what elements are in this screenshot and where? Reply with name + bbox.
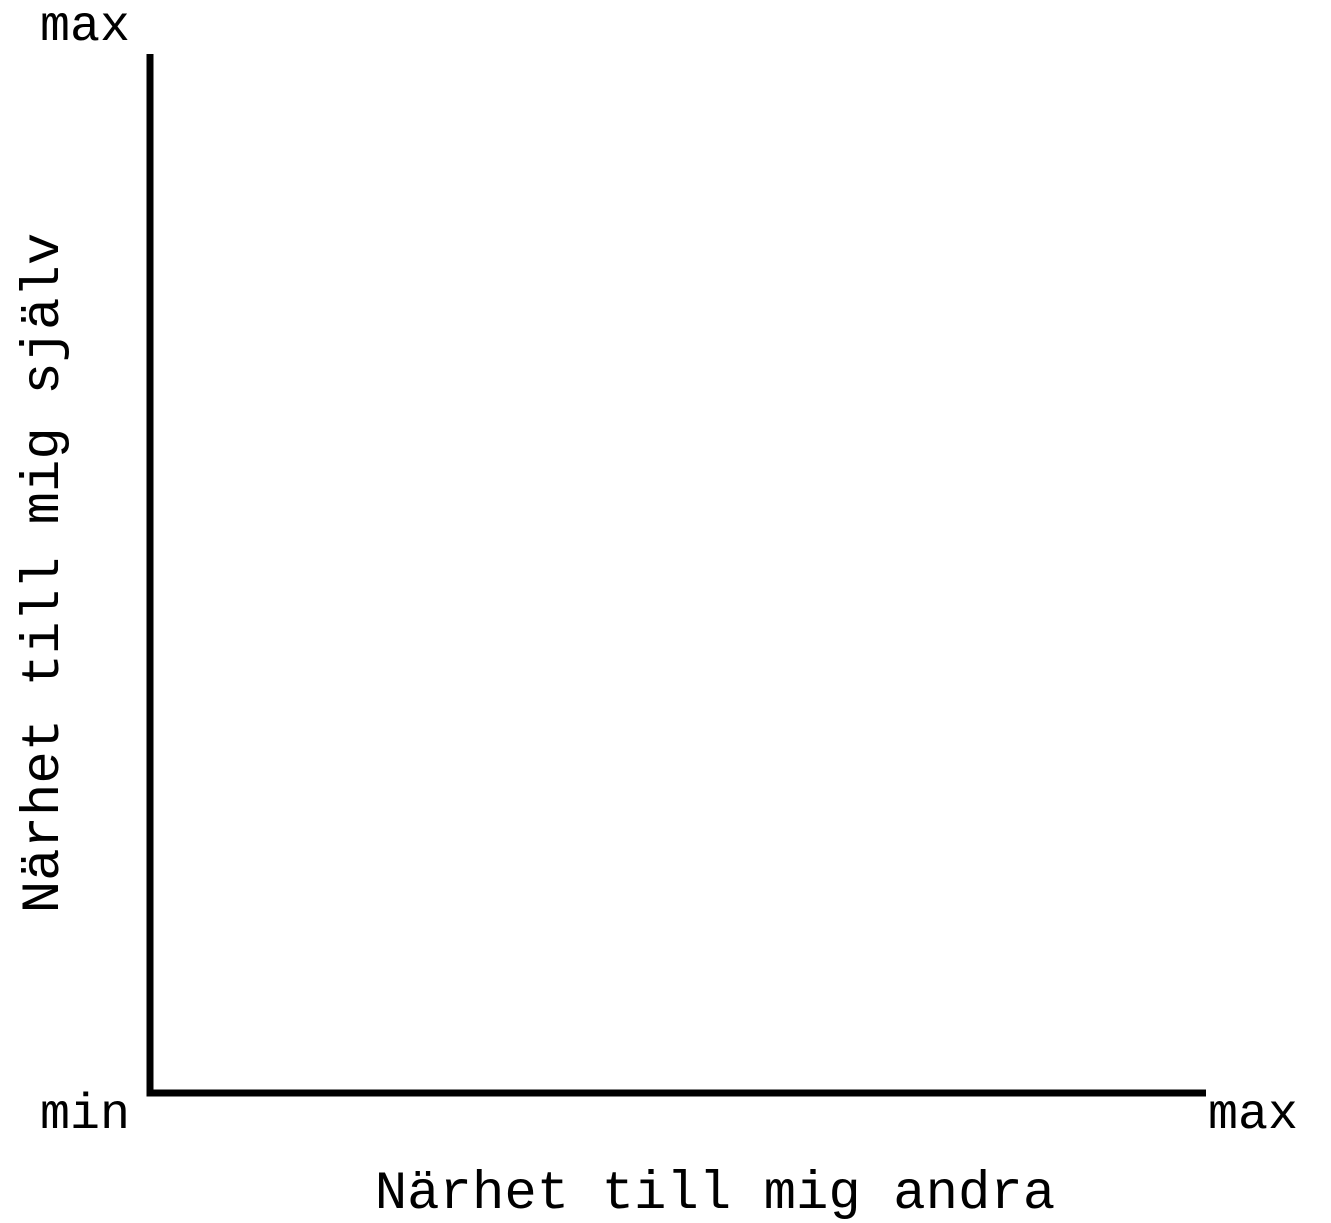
- y-axis-title: Närhet till mig själv: [14, 233, 75, 914]
- origin-min-label: min: [40, 1087, 130, 1144]
- y-axis-max-label: max: [40, 0, 130, 56]
- x-axis-max-label: max: [1208, 1087, 1298, 1144]
- x-axis-title: Närhet till mig andra: [375, 1164, 1056, 1223]
